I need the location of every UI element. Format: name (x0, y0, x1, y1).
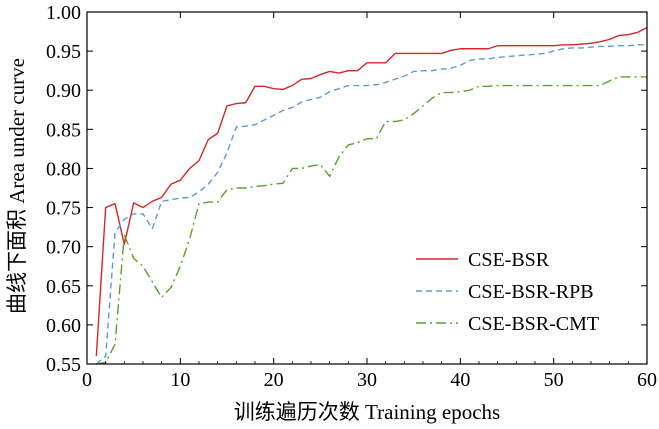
legend-item-1: CSE-BSR (416, 249, 550, 271)
y-tick-label: 0.80 (46, 158, 81, 180)
axes-layer (86, 11, 648, 365)
x-tick-label: 40 (450, 369, 470, 391)
x-tick-label: 30 (357, 369, 377, 391)
legend-item-3: CSE-BSR-CMT (416, 313, 599, 335)
series-line-2 (95, 44, 647, 365)
y-tick-label: 0.95 (46, 41, 81, 63)
y-tick-label: 1.00 (46, 2, 81, 24)
series-line-3 (96, 76, 647, 365)
ticks-layer: 0 10 20 30 40 50 60 0.55 0.60 0.65 0.70 0.75 0.80 0.8… (46, 2, 657, 391)
legend-label: CSE-BSR-CMT (468, 313, 599, 335)
x-tick-label: 20 (264, 369, 284, 391)
y-tick-label: 0.60 (46, 315, 81, 337)
series-line-1 (95, 27, 648, 357)
x-tick-label: 0 (82, 369, 92, 391)
y-tick-label: 0.55 (46, 354, 81, 376)
y-tick-label: 0.70 (46, 237, 81, 259)
y-tick-label: 0.90 (46, 80, 81, 102)
y-tick-label: 0.85 (46, 119, 81, 141)
x-tick-label: 60 (637, 369, 657, 391)
y-tick-label: 0.65 (46, 276, 81, 298)
x-tick-label: 10 (170, 369, 190, 391)
legend: CSE-BSR CSE-BSR-RPB CSE-BSR-CMT (416, 249, 599, 335)
legend-label: CSE-BSR-RPB (468, 281, 594, 303)
y-axis-title: 曲线下面积 Area under curve (5, 58, 29, 314)
series-layer (95, 27, 648, 365)
legend-label: CSE-BSR (468, 249, 550, 271)
x-axis-title: 训练遍历次数 Training epochs (234, 400, 500, 424)
y-tick-label: 0.75 (46, 198, 81, 220)
legend-item-2: CSE-BSR-RPB (416, 281, 594, 303)
x-tick-label: 50 (544, 369, 564, 391)
plot-frame (86, 11, 648, 365)
